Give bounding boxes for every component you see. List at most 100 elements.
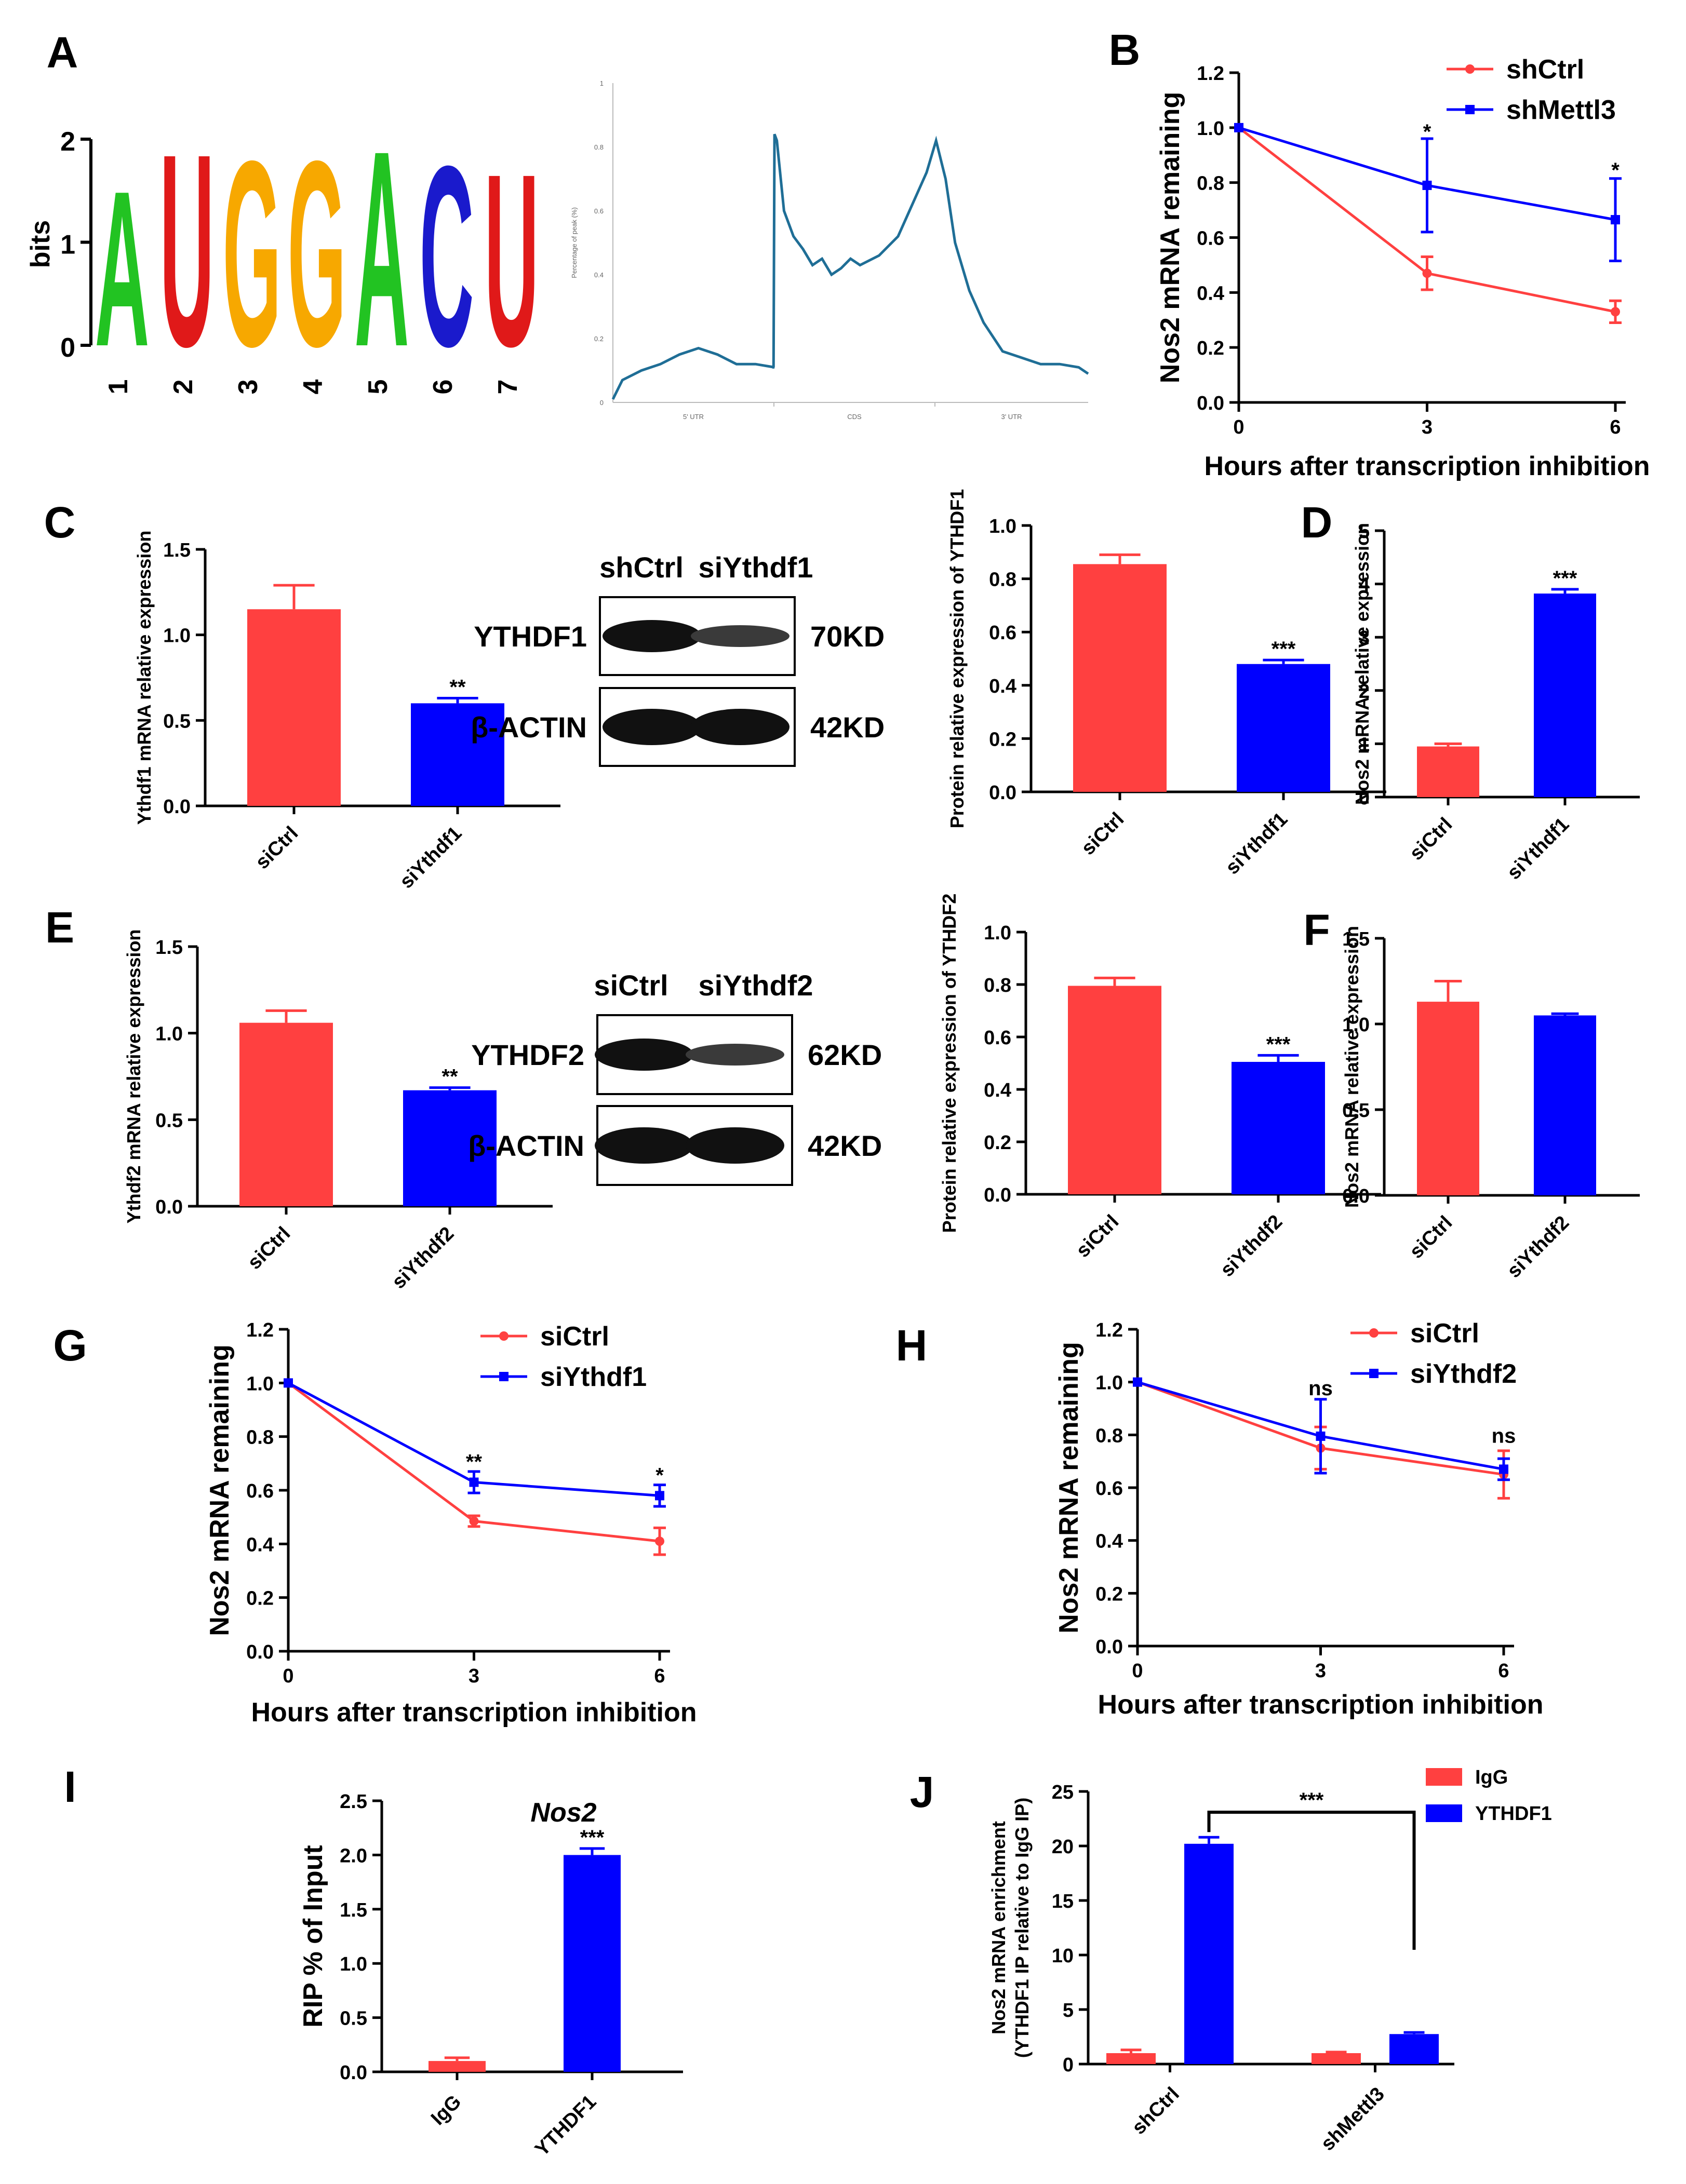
protein-label: YTHDF2 [471, 1039, 584, 1071]
y-tick-label: 0.5 [340, 2008, 367, 2030]
significance-label: * [1423, 120, 1431, 143]
y-tick-label: 0.0 [984, 1184, 1011, 1206]
significance-bracket [1207, 1811, 1416, 1950]
legend-marker [1369, 1369, 1379, 1378]
panel-label-D: D [1301, 498, 1333, 547]
y-tick-label: 0.6 [1095, 1478, 1123, 1500]
y-tick-label: 0.8 [594, 143, 604, 151]
significance-label: ** [449, 676, 466, 699]
protein-label: β-ACTIN [468, 1129, 584, 1162]
legend-label: YTHDF1 [1475, 1803, 1552, 1825]
panel-label-G: G [53, 1321, 87, 1370]
bar-siCtrl [247, 609, 341, 806]
bar-shCtrl-YTHDF1 [1184, 1843, 1234, 2064]
x-axis-label: Hours after transcription inhibition [1204, 451, 1650, 481]
significance-label: *** [1300, 1789, 1324, 1812]
legend-label: siYthdf2 [1410, 1359, 1517, 1389]
panel-label-I: I [64, 1762, 76, 1811]
legend-label: shMettl3 [1506, 95, 1616, 125]
y-tick-label: 0.4 [594, 271, 604, 279]
bar-YTHDF1 [564, 1855, 621, 2072]
western-blot-C: shCtrl siYthdf1 YTHDF1 70KD β-ACTIN 42KD [471, 551, 885, 767]
legend-swatch-IgG [1426, 1768, 1462, 1786]
y-tick-label: 0 [1359, 787, 1370, 809]
panel-label-A: A [47, 28, 78, 77]
legend-swatch-YTHDF1 [1426, 1804, 1462, 1822]
point-siCtrl [655, 1536, 664, 1546]
x-tick-label: shCtrl [1128, 2083, 1184, 2139]
bar-IgG [429, 2061, 486, 2072]
significance-label: * [1611, 159, 1620, 182]
y-tick-label: 1 [600, 79, 604, 87]
bar-siCtrl [1417, 1002, 1479, 1195]
y-axis-label: Protein relative expression of YTHDF2 [939, 894, 960, 1233]
y-tick-label: 1.5 [163, 540, 191, 561]
y-axis-label: bits [25, 220, 56, 268]
legend-label: siCtrl [540, 1322, 609, 1352]
x-tick-label: 3 [469, 1665, 479, 1687]
x-axis-label: Hours after transcription inhibition [1098, 1690, 1543, 1720]
y-tick-label: 0.8 [246, 1427, 274, 1449]
bar-siCtrl [1068, 986, 1161, 1194]
bar-siYthdf1 [1237, 664, 1330, 792]
y-tick-label: 15 [1052, 1891, 1074, 1912]
y-axis-label: Protein relative expression of YTHDF1 [946, 489, 968, 829]
y-tick-label: 1 [1359, 734, 1370, 756]
y-tick-label: 0.8 [1095, 1425, 1123, 1447]
bar-shMettl3-IgG [1312, 2053, 1361, 2064]
y-tick-label: 0.0 [340, 2062, 367, 2084]
y-tick-label: 0.4 [1095, 1531, 1123, 1553]
y-axis-label: RIP % of Input [298, 1845, 328, 2027]
chart-B: 0.0 0.2 0.4 0.6 0.8 1.0 1.2 Nos2 mRNA remaining… [1155, 55, 1650, 481]
position-label: 2 [168, 380, 198, 395]
y-axis-label: Percentage of peak (%) [570, 207, 578, 278]
x-tick-label: 6 [1610, 416, 1621, 438]
y-tick-label: 0.5 [163, 710, 191, 732]
x-tick-label: 3 [1422, 416, 1433, 438]
y-tick-label: 1.0 [155, 1023, 183, 1045]
significance-label: *** [1553, 567, 1577, 590]
y-tick-label: 0.2 [1197, 338, 1224, 359]
point-siCtrl [469, 1516, 479, 1526]
y-tick-label: 0 [600, 399, 604, 407]
y-tick-label: 0.0 [246, 1641, 274, 1663]
y-tick-label: 25 [1052, 1782, 1074, 1803]
x-tick-label: 3 [1315, 1660, 1326, 1682]
legend-label: IgG [1475, 1767, 1508, 1788]
y-tick-label: 0.6 [246, 1480, 274, 1502]
y-tick-label: 0.2 [594, 335, 604, 343]
point-siYthdf2 [1499, 1464, 1508, 1474]
y-tick-label: 2.0 [340, 1845, 367, 1867]
y-axis-label: Nos2 mRNA remaining [205, 1344, 235, 1636]
point-siYthdf2 [1133, 1377, 1142, 1387]
point-shMettl3 [1234, 123, 1243, 132]
y-tick-label: 2.5 [340, 1791, 367, 1813]
position-label: 1 [103, 380, 133, 395]
logo-letter-A: A [95, 144, 150, 393]
position-label: 7 [493, 380, 523, 395]
y-tick-label: 1.0 [1342, 1014, 1370, 1036]
logo-letter-G: G [288, 106, 346, 402]
point-siYthdf1 [284, 1378, 293, 1388]
lane-label: siYthdf1 [699, 551, 813, 584]
panel-label-J: J [910, 1768, 934, 1816]
significance-label: ** [441, 1066, 458, 1088]
y-axis-label: Ythdf1 mRNA relative expression [133, 531, 155, 825]
significance-label: ns [1492, 1425, 1516, 1448]
y-tick-label: 10 [1052, 1945, 1074, 1967]
y-tick-label: 1.2 [1197, 63, 1224, 85]
legend-marker [499, 1372, 509, 1381]
x-tick-label: siCtrl [1406, 814, 1456, 865]
significance-label: ** [466, 1451, 483, 1474]
x-tick-label: 6 [1498, 1660, 1509, 1682]
y-tick-label: 20 [1052, 1836, 1074, 1858]
y-tick-label: 0.0 [989, 782, 1016, 804]
y-tick-label: 0.4 [1197, 282, 1224, 304]
y-tick-label: 0.6 [1197, 228, 1224, 250]
y-tick-label: 0 [1063, 2054, 1074, 2076]
y-axis-label-2: (YTHDF1 IP relative to IgG IP) [1011, 1798, 1033, 2058]
position-label: 3 [233, 380, 263, 395]
logo-letter-G: G [223, 106, 282, 402]
bar-siCtrl [1073, 564, 1167, 792]
